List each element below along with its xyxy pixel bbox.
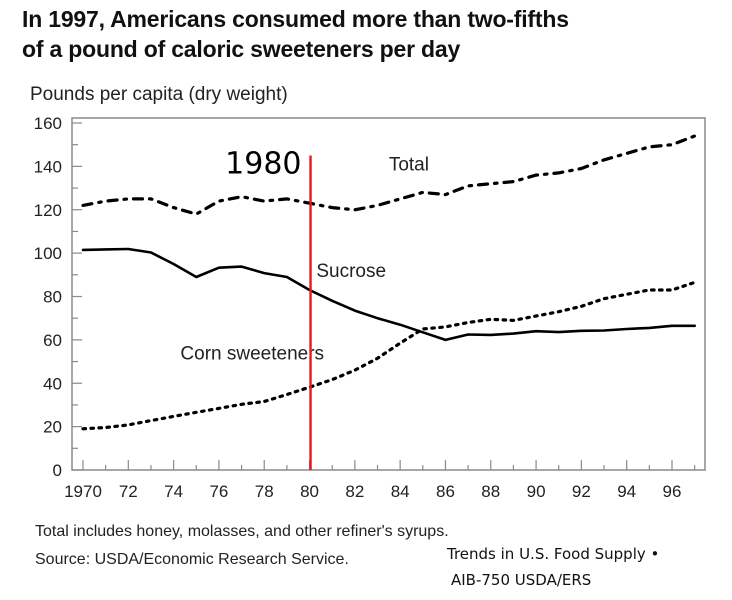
x-tick-label: 76 (209, 482, 228, 501)
x-tick-label: 72 (119, 482, 138, 501)
y-tick-label: 20 (43, 418, 62, 437)
x-tick-label: 78 (255, 482, 274, 501)
x-axis: 1970 72 74 76 78 80 82 84 86 88 90 92 94 96 (64, 460, 696, 501)
chart-title-line-1: In 1997, Americans consumed more than tw… (22, 6, 569, 32)
series-label-total: Total (389, 155, 429, 176)
series-line-sucrose (81, 247, 697, 342)
y-axis: 0 20 40 60 80 100 120 140 160 (34, 114, 82, 480)
y-tick-label: 100 (34, 244, 62, 263)
credit-line-1: Trends in U.S. Food Supply • (447, 545, 660, 563)
x-tick-label: 1970 (64, 482, 102, 501)
series-group: Total Sucrose Corn sweeteners (81, 134, 697, 431)
x-tick-label: 82 (345, 482, 364, 501)
y-tick-label: 40 (43, 374, 62, 393)
y-tick-label: 120 (34, 201, 62, 220)
source-note: Source: USDA/Economic Research Service. (35, 551, 349, 568)
x-tick-label: 96 (663, 482, 682, 501)
series-line-total (81, 134, 697, 216)
chart-title: In 1997, Americans consumed more than tw… (22, 4, 569, 64)
y-tick-label: 160 (34, 114, 62, 133)
y-tick-label: 80 (43, 288, 62, 307)
series-label-corn-sweeteners: Corn sweeteners (180, 343, 324, 364)
y-axis-label: Pounds per capita (dry weight) (30, 84, 288, 105)
chart-title-line-2: of a pound of caloric sweeteners per day (22, 36, 461, 62)
annotations: 1980 (225, 147, 312, 470)
x-tick-label: 86 (436, 482, 455, 501)
y-tick-label: 0 (53, 461, 62, 480)
x-tick-label: 74 (164, 482, 183, 501)
series-line-corn-sweeteners (81, 280, 697, 431)
y-tick-label: 140 (34, 157, 62, 176)
x-tick-label: 92 (572, 482, 591, 501)
y-tick-label: 60 (43, 331, 62, 350)
annotation-label-1980: 1980 (225, 147, 301, 182)
x-tick-label: 80 (300, 482, 319, 501)
x-tick-label: 90 (527, 482, 546, 501)
x-tick-label: 88 (481, 482, 500, 501)
series-label-sucrose: Sucrose (316, 261, 386, 282)
credit-line-2: AIB-750 USDA/ERS (451, 571, 592, 589)
x-tick-label: 94 (617, 482, 636, 501)
plot-frame (71, 117, 706, 471)
x-tick-label: 84 (391, 482, 410, 501)
footnote: Total includes honey, molasses, and othe… (35, 523, 449, 540)
